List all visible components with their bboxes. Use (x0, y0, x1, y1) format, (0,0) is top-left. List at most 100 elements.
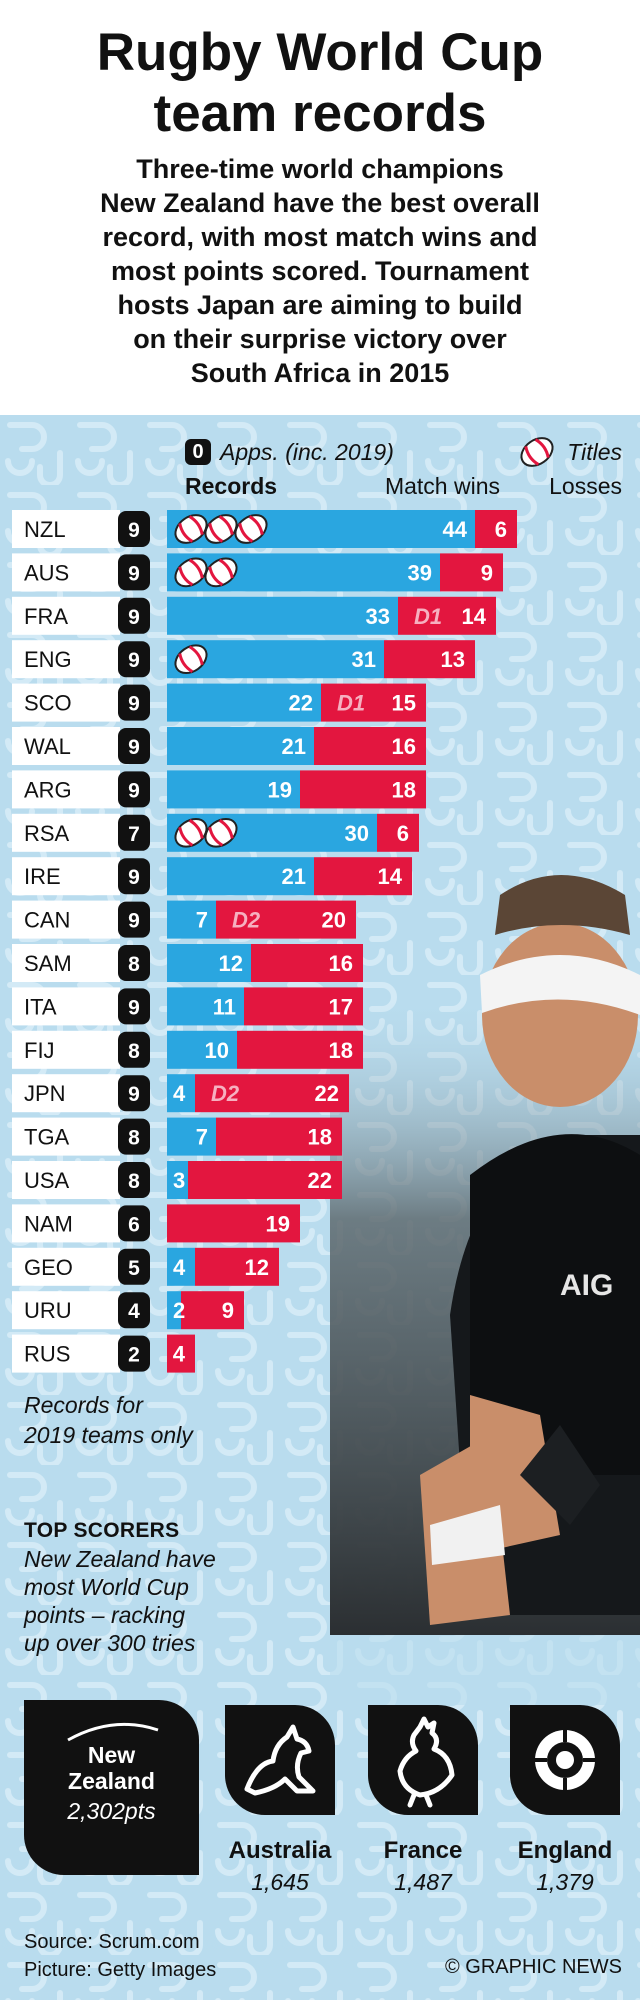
team-label: RUS (24, 1342, 70, 1367)
wins-bar (167, 1074, 195, 1113)
apps-badge (118, 1248, 150, 1285)
wins-label: 21 (282, 734, 306, 759)
losses-bar (475, 510, 517, 548)
legend: 0 Apps. (inc. 2019) Titles (0, 433, 640, 473)
losses-label: 18 (392, 777, 416, 802)
apps-count: 9 (128, 866, 140, 889)
wins-bar (167, 727, 314, 765)
team-row-eng: ENG 9 31 13 (12, 640, 475, 679)
subtitle-line: hosts Japan are aiming to build (117, 290, 523, 320)
team-label: NAM (24, 1211, 73, 1236)
wins-label: 44 (443, 517, 468, 542)
rose-icon (510, 1705, 620, 1815)
team-label: ENG (24, 647, 72, 672)
scorer-name-australia: Australia (228, 1837, 332, 1864)
nz-name-line: Zealand (68, 1768, 155, 1794)
title-ball-icon-body (174, 514, 208, 544)
team-row-can: CAN 9 7 20 D2 (12, 900, 356, 939)
apps-count: 8 (128, 1040, 140, 1063)
draws-label: D2 (211, 1081, 240, 1106)
title-ball-key-icon-stripes (524, 438, 550, 466)
wins-bar (167, 1161, 188, 1199)
subtitle-line: New Zealand have the best overall (100, 188, 540, 218)
apps-badge (118, 1292, 150, 1329)
team-label-box (12, 944, 120, 982)
apps-badge (118, 597, 150, 634)
losses-bar (181, 1291, 244, 1330)
team-label: RSA (24, 821, 70, 846)
wins-label: 31 (352, 647, 376, 672)
team-label-box (12, 683, 120, 722)
title-ball-icon (174, 644, 208, 675)
losses-bar (440, 553, 503, 592)
losses-bar (251, 944, 363, 982)
losses-bar (398, 596, 496, 635)
wins-bar (167, 1117, 216, 1156)
nz-scorer-card: New Zealand 2,302pts (24, 1700, 199, 1875)
draws-label: D1 (337, 691, 365, 716)
team-label-box (12, 727, 120, 765)
team-label: FRA (24, 604, 68, 629)
title-line: team records (153, 84, 487, 143)
losses-label: 9 (481, 560, 493, 585)
top-scorers-line: up over 300 tries (24, 1630, 196, 1656)
wins-label: 22 (289, 691, 313, 716)
wins-bar (167, 944, 251, 982)
title-ball-icon-body (174, 817, 208, 848)
fern-icon (67, 1722, 159, 1742)
losses-label: 16 (392, 734, 416, 759)
wins-label: 30 (345, 821, 369, 846)
note-line: Records for (24, 1392, 143, 1418)
title-ball-icon-stripes (178, 645, 204, 673)
losses-bar (216, 900, 356, 939)
team-label: WAL (24, 734, 71, 759)
top-scorers-heading: TOP SCORERS (24, 1519, 180, 1542)
wins-label: 7 (196, 908, 208, 933)
apps-count: 5 (128, 1257, 140, 1280)
team-label-box (12, 813, 120, 852)
title-ball-key-icon-body (520, 437, 554, 467)
apps-count: 7 (128, 823, 140, 846)
losses-bar (384, 640, 475, 679)
title-ball-icon (174, 557, 208, 588)
apps-count: 9 (128, 996, 140, 1019)
team-row-sco: SCO 9 22 15 D1 (12, 683, 426, 722)
team-row-uru: URU 4 2 9 (12, 1291, 244, 1330)
team-label-box (12, 1117, 120, 1156)
wins-bar (167, 1291, 181, 1330)
losses-label: 6 (397, 821, 409, 846)
team-label-box (12, 1334, 120, 1373)
team-label-box (12, 1247, 120, 1286)
page-title: Rugby World Cup team records (0, 0, 640, 144)
team-label: TGA (24, 1125, 70, 1150)
title-ball-icon-body (204, 514, 238, 544)
apps-count: 8 (128, 1127, 140, 1150)
apps-badge (118, 901, 150, 938)
team-label: JPN (24, 1081, 66, 1106)
subtitle-line: most points scored. Tournament (110, 256, 530, 286)
team-label-box (12, 900, 120, 939)
apps-badge (118, 1031, 150, 1068)
wins-bar (167, 1030, 237, 1069)
team-label: SCO (24, 691, 72, 716)
wins-label: 12 (219, 951, 243, 976)
wins-bar (167, 1247, 195, 1286)
team-label-box (12, 1291, 120, 1330)
title-ball-icon (204, 817, 238, 848)
losses-label: 19 (266, 1211, 290, 1236)
title-ball-icon-body (234, 514, 268, 544)
losses-label: 18 (329, 1038, 353, 1063)
wins-bar (167, 987, 244, 1026)
wins-label: 7 (196, 1125, 208, 1150)
title-ball-key-icon (520, 437, 554, 467)
team-label: SAM (24, 951, 72, 976)
team-row-rus: RUS 2 4 (12, 1334, 195, 1373)
losses-bar (377, 813, 419, 852)
title-ball-icon (234, 514, 268, 544)
losses-label: 15 (392, 691, 416, 716)
footer: Source: Scrum.com Picture: Getty Images (24, 1928, 216, 1984)
title-ball-icon-stripes (178, 515, 204, 543)
column-headers: Records Match wins Losses (0, 473, 640, 505)
